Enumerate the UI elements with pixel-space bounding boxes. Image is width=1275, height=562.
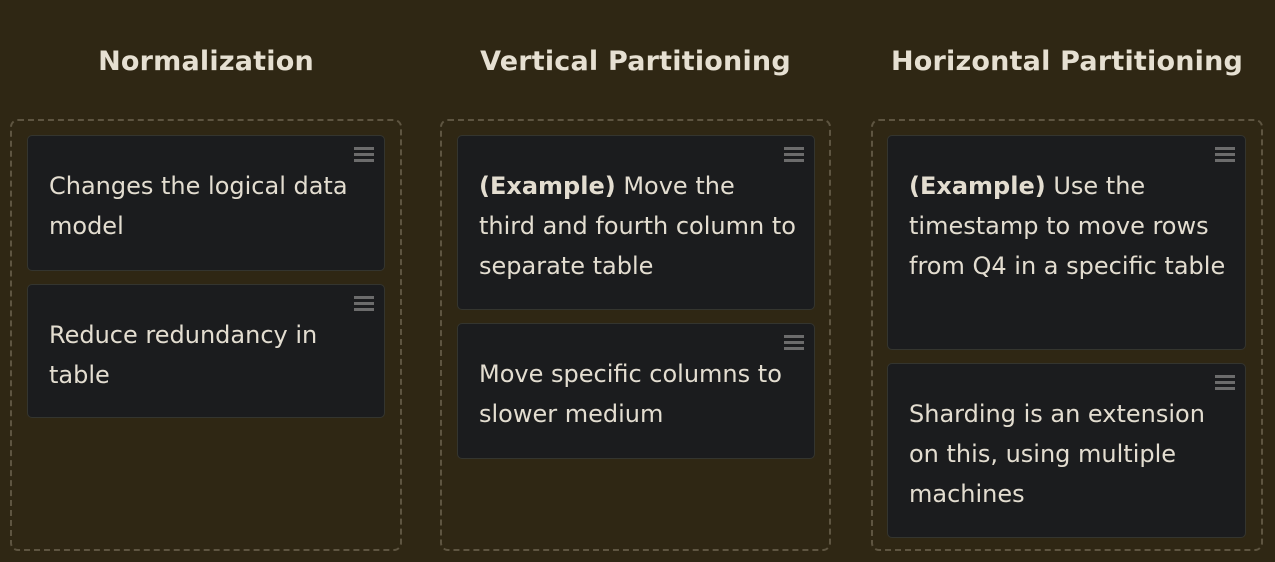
- column-title: Normalization: [98, 46, 314, 77]
- drop-zone[interactable]: (Example) Move the third and fourth colu…: [440, 119, 831, 551]
- draggable-card[interactable]: Reduce redundancy in table: [27, 284, 385, 418]
- hamburger-menu-icon[interactable]: [354, 147, 374, 163]
- column-title: Horizontal Partitioning: [890, 46, 1244, 77]
- draggable-card[interactable]: Move specific columns to slower medium: [457, 323, 815, 459]
- drop-zone[interactable]: Changes the logical data model Reduce re…: [10, 119, 402, 551]
- hamburger-menu-icon[interactable]: [1215, 147, 1235, 163]
- hamburger-menu-icon[interactable]: [784, 335, 804, 351]
- draggable-card[interactable]: (Example) Use the timestamp to move rows…: [887, 135, 1246, 350]
- card-text: Sharding is an extension on this, using …: [909, 400, 1205, 508]
- draggable-card[interactable]: Sharding is an extension on this, using …: [887, 363, 1246, 538]
- column-title: Vertical Partitioning: [480, 46, 791, 77]
- card-text: (Example) Move the third and fourth colu…: [479, 172, 796, 280]
- hamburger-menu-icon[interactable]: [354, 296, 374, 312]
- card-text: (Example) Use the timestamp to move rows…: [909, 172, 1226, 280]
- card-text: Move specific columns to slower medium: [479, 360, 782, 428]
- hamburger-menu-icon[interactable]: [784, 147, 804, 163]
- card-text: Reduce redundancy in table: [49, 321, 318, 389]
- card-text: Changes the logical data model: [49, 172, 348, 240]
- draggable-card[interactable]: Changes the logical data model: [27, 135, 385, 271]
- draggable-card[interactable]: (Example) Move the third and fourth colu…: [457, 135, 815, 310]
- hamburger-menu-icon[interactable]: [1215, 375, 1235, 391]
- drop-zone[interactable]: (Example) Use the timestamp to move rows…: [871, 119, 1263, 551]
